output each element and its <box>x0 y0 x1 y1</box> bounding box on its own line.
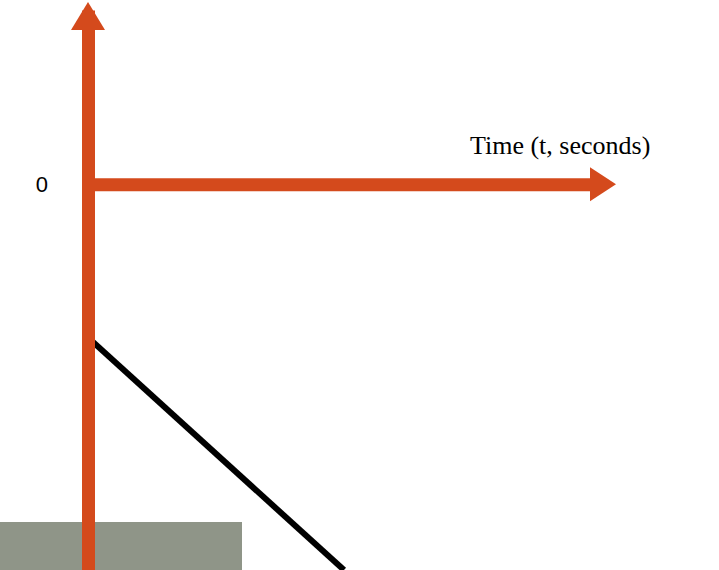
y-arrowhead <box>71 2 105 30</box>
chart: 0 Time (t, seconds) <box>0 0 719 570</box>
x-arrowhead <box>590 167 616 201</box>
photo-fragment <box>0 522 242 570</box>
plot-area <box>88 338 344 570</box>
y-axis: 0 <box>36 11 89 570</box>
x-axis-line <box>89 178 601 191</box>
y-axis-line <box>82 11 95 570</box>
data-line <box>88 338 344 570</box>
y-tick: 0 <box>36 172 88 197</box>
x-axis-title: Time (t, seconds) <box>470 131 650 160</box>
x-axis <box>89 184 601 185</box>
y-tick-label: 0 <box>36 172 48 197</box>
